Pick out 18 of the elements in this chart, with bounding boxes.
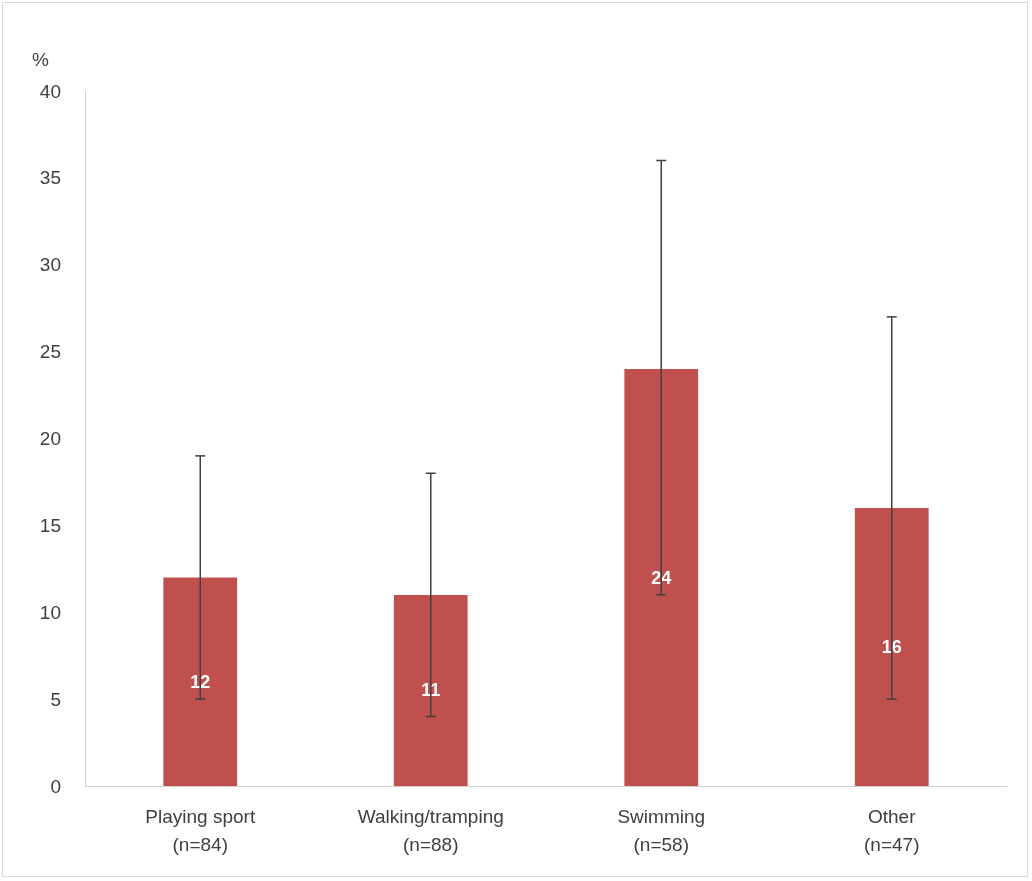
- y-tick-label: 30: [39, 254, 61, 276]
- y-tick-label: 25: [39, 341, 61, 363]
- y-tick-label: 0: [50, 775, 61, 797]
- y-axis-title: %: [32, 49, 50, 70]
- bar: [854, 508, 929, 786]
- x-tick-label: Swimming (n=58): [617, 805, 706, 855]
- x-tick-label: Walking/tramping (n=88): [357, 805, 504, 855]
- y-tick-label: 15: [39, 514, 61, 536]
- y-tick-label: 40: [39, 80, 61, 102]
- y-tick-label: 20: [39, 428, 61, 449]
- bar: [163, 577, 238, 786]
- bar: [393, 594, 468, 786]
- y-tick-label: 10: [39, 601, 61, 623]
- x-tick-label: Other (n=47): [864, 805, 920, 855]
- y-tick-label: 35: [39, 167, 61, 189]
- bar: [624, 369, 699, 786]
- y-tick-label: 5: [50, 688, 61, 710]
- x-tick-label: Playing sport (n=84): [145, 805, 256, 855]
